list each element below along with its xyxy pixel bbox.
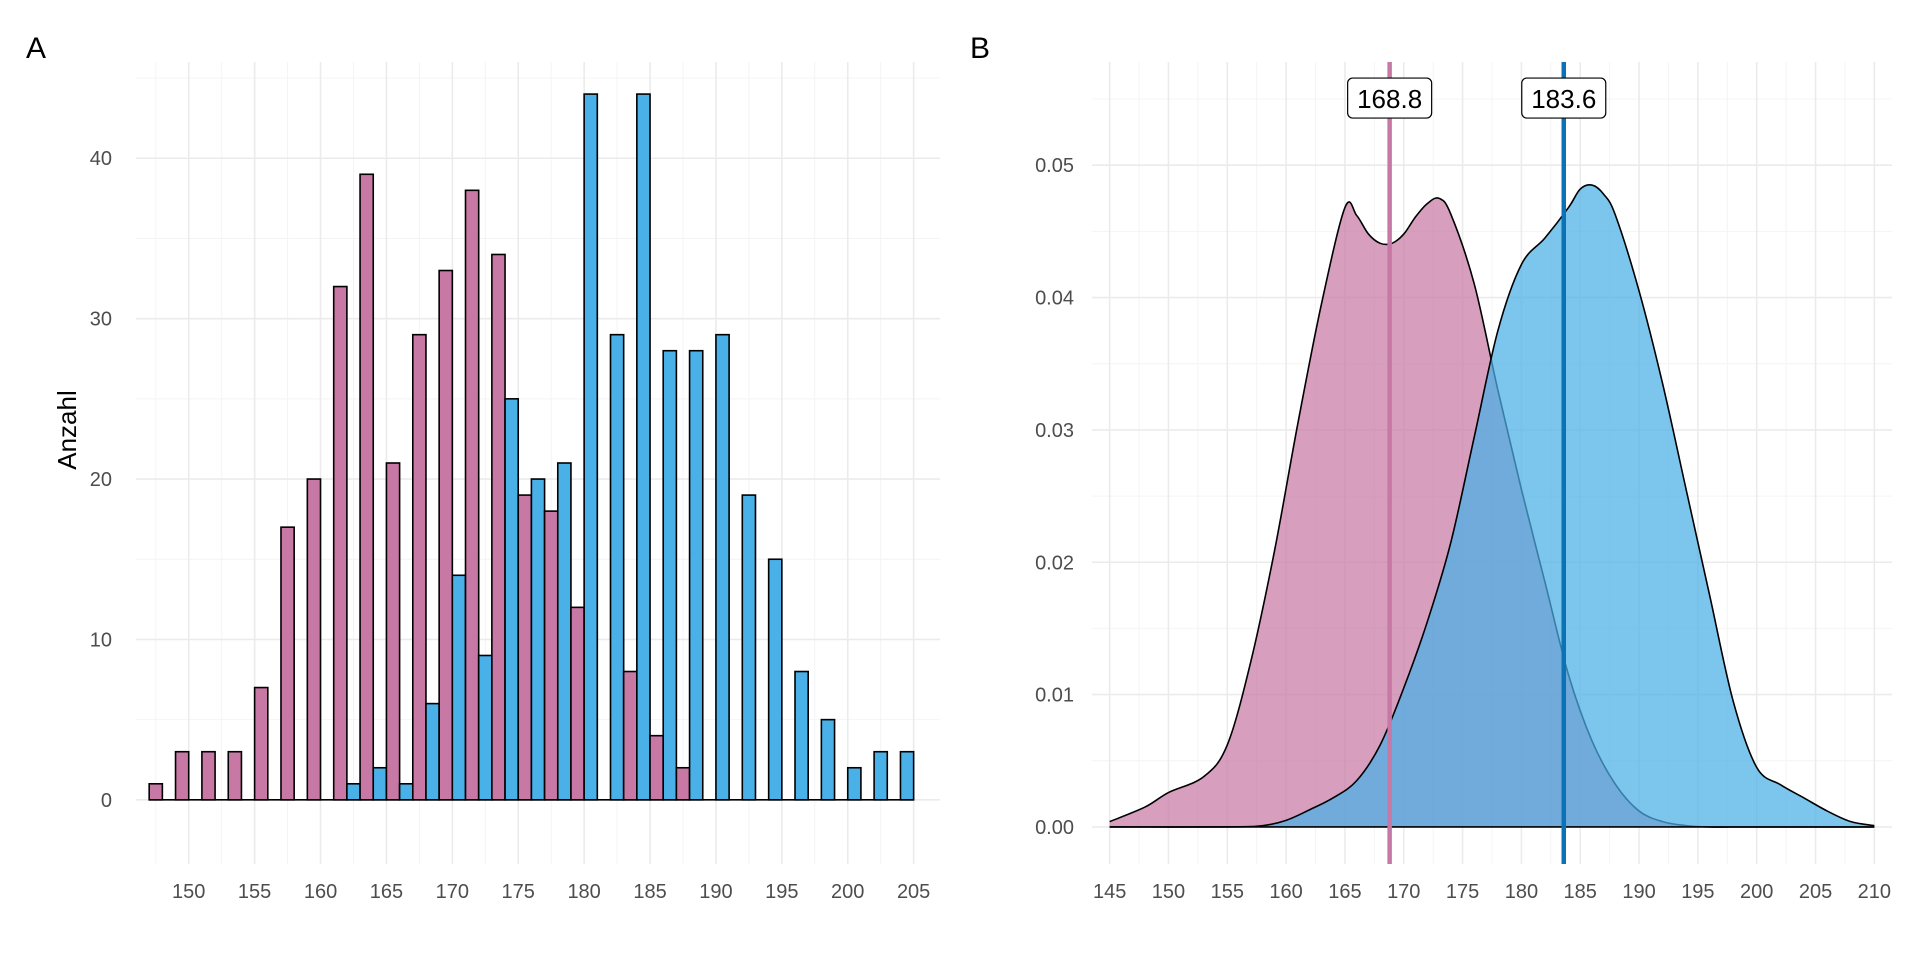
x-tick-label: 190 (699, 881, 732, 903)
histogram-bar (438, 269, 454, 801)
histogram-bar (425, 702, 440, 801)
x-tick-label: 145 (1093, 881, 1126, 903)
histogram-y-ticks: 0 10 20 30 40 (90, 148, 112, 812)
histogram-bar (201, 750, 216, 801)
y-tick-label: 30 (90, 309, 112, 331)
y-tick-label: 20 (90, 469, 112, 491)
histogram-bar (767, 558, 783, 801)
histogram-bar (543, 510, 559, 801)
x-tick-label: 155 (1211, 881, 1244, 903)
mean-label-box (1521, 77, 1607, 119)
histogram-bar (451, 574, 467, 801)
x-tick-label: 195 (1681, 881, 1714, 903)
histogram-bar (253, 686, 269, 801)
mean-label: 168.8 (1357, 84, 1422, 114)
histogram-bar (227, 750, 243, 801)
mean-markers: 168.8 183.6 (1347, 62, 1607, 864)
x-tick-label: 160 (1269, 881, 1302, 903)
histogram-bar (636, 93, 651, 801)
y-tick-label: 10 (90, 629, 112, 651)
x-tick-label: 210 (1858, 881, 1891, 903)
histogram-bar (622, 670, 638, 801)
panel-a-label: A (26, 32, 46, 65)
histogram-bar (741, 494, 757, 801)
histogram-bar (174, 750, 190, 801)
y-tick-label: 0.02 (1035, 552, 1074, 574)
x-tick-label: 205 (1799, 881, 1832, 903)
histogram-bar (662, 349, 678, 801)
histogram-bar (530, 478, 546, 801)
x-tick-label: 185 (1564, 881, 1597, 903)
histogram-bar (899, 750, 915, 801)
x-tick-label: 175 (502, 881, 535, 903)
density-curve (1109, 184, 1875, 828)
histogram-bar (398, 782, 414, 801)
histogram-bar (359, 173, 375, 801)
x-tick-label: 165 (370, 881, 403, 903)
x-tick-label: 200 (831, 881, 864, 903)
x-tick-label: 205 (897, 881, 930, 903)
density-x-ticks: 145 150 155 160 165 170 175 180 185 190 195 200 205 2… (1093, 881, 1891, 903)
histogram-bar (385, 462, 401, 801)
histogram-bars (148, 93, 915, 801)
x-tick-label: 170 (1387, 881, 1420, 903)
y-axis-title: Anzahl (52, 390, 82, 470)
histogram-bar (570, 606, 585, 801)
x-tick-label: 175 (1446, 881, 1479, 903)
y-tick-label: 40 (90, 148, 112, 170)
density-y-ticks: 0.00 0.01 0.02 0.03 0.04 0.05 (1035, 155, 1074, 839)
histogram-bar (688, 349, 704, 801)
histogram-bar (306, 478, 322, 801)
histogram-bar (346, 782, 361, 801)
x-tick-label: 195 (765, 881, 798, 903)
histogram-bar (609, 333, 625, 801)
x-tick-label: 170 (436, 881, 469, 903)
density-area (1109, 184, 1875, 828)
density-areas (1109, 184, 1875, 828)
mean-label-box (1347, 77, 1433, 119)
density-panel: 168.8 183.6 145 150 155 160 165 170 175 180 185 19… (1035, 62, 1892, 903)
y-tick-label: 0 (101, 790, 112, 812)
y-tick-label: 0.01 (1035, 685, 1074, 707)
histogram-bar (504, 398, 520, 801)
panel-b-label: B (970, 32, 990, 65)
x-tick-label: 165 (1328, 881, 1361, 903)
histogram-bar (411, 333, 427, 801)
histogram-bar (517, 494, 533, 801)
histogram-bar (794, 670, 809, 801)
x-tick-label: 180 (567, 881, 600, 903)
x-tick-label: 200 (1740, 881, 1773, 903)
histogram-bar (846, 766, 862, 801)
histogram-bar (477, 654, 493, 801)
y-tick-label: 0.04 (1035, 288, 1074, 310)
y-tick-label: 0.05 (1035, 155, 1074, 177)
histogram-bar (715, 333, 730, 801)
histogram-bar (148, 782, 164, 801)
x-tick-label: 150 (1152, 881, 1185, 903)
x-tick-label: 160 (304, 881, 337, 903)
histogram-bar (820, 718, 836, 801)
x-tick-label: 150 (172, 881, 205, 903)
y-tick-label: 0.03 (1035, 420, 1074, 442)
histogram-bar (372, 766, 388, 801)
histogram-bar (280, 526, 295, 801)
histogram-bar (583, 93, 599, 801)
x-tick-label: 190 (1622, 881, 1655, 903)
histogram-bar (464, 189, 480, 801)
x-tick-label: 155 (238, 881, 271, 903)
x-tick-label: 180 (1505, 881, 1538, 903)
histogram-bar (675, 766, 691, 801)
histogram-panel: 150 155 160 165 170 175 180 185 190 195 200 205 0 10… (52, 62, 940, 903)
histogram-x-ticks: 150 155 160 165 170 175 180 185 190 195 200 205 (172, 881, 930, 903)
histogram-bar (332, 285, 348, 801)
histogram-bar (873, 750, 889, 801)
histogram-bar (491, 253, 506, 801)
histogram-bar (649, 734, 665, 801)
mean-label: 183.6 (1531, 84, 1596, 114)
x-tick-label: 185 (633, 881, 666, 903)
histogram-bar (556, 462, 572, 801)
y-tick-label: 0.00 (1035, 817, 1074, 839)
